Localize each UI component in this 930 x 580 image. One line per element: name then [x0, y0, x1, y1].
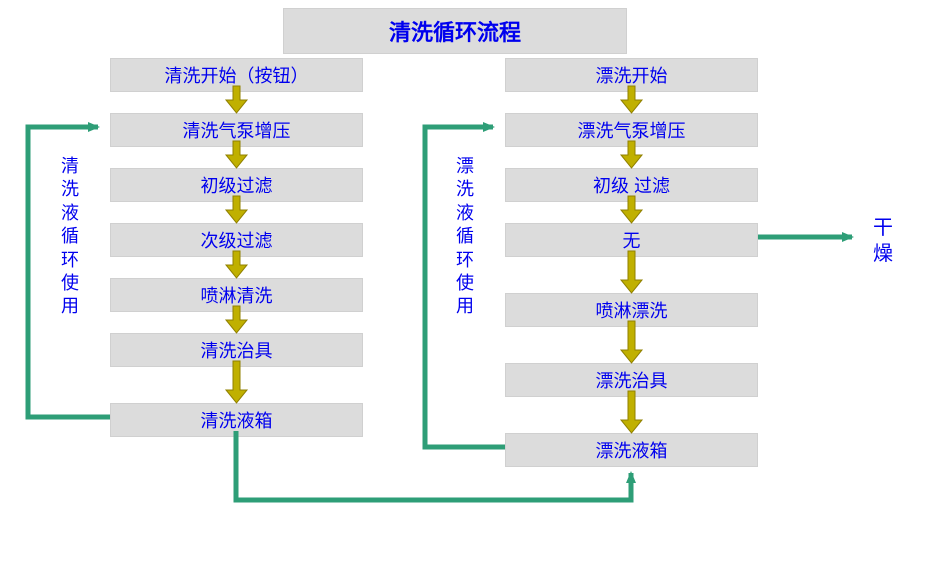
col1-node-1: 清洗气泵增压	[110, 113, 363, 147]
col2-loop-label: 漂洗液循环使用	[455, 155, 475, 319]
col2-node-5: 漂洗治具	[505, 363, 758, 397]
col1-node-5: 清洗治具	[110, 333, 363, 367]
col1-node-3: 次级过滤	[110, 223, 363, 257]
dry-label: 干燥	[872, 215, 894, 267]
col2-node-0: 漂洗开始	[505, 58, 758, 92]
col2-node-3: 无	[505, 223, 758, 257]
col1-node-2: 初级过滤	[110, 168, 363, 202]
col1-node-4: 喷淋清洗	[110, 278, 363, 312]
col2-node-1: 漂洗气泵增压	[505, 113, 758, 147]
col1-node-6: 清洗液箱	[110, 403, 363, 437]
col1-node-0: 清洗开始（按钮）	[110, 58, 363, 92]
col2-node-2: 初级 过滤	[505, 168, 758, 202]
col2-node-6: 漂洗液箱	[505, 433, 758, 467]
col2-node-4: 喷淋漂洗	[505, 293, 758, 327]
diagram-title: 清洗循环流程	[283, 8, 627, 54]
col1-loop-label: 清洗液循环使用	[60, 155, 80, 319]
